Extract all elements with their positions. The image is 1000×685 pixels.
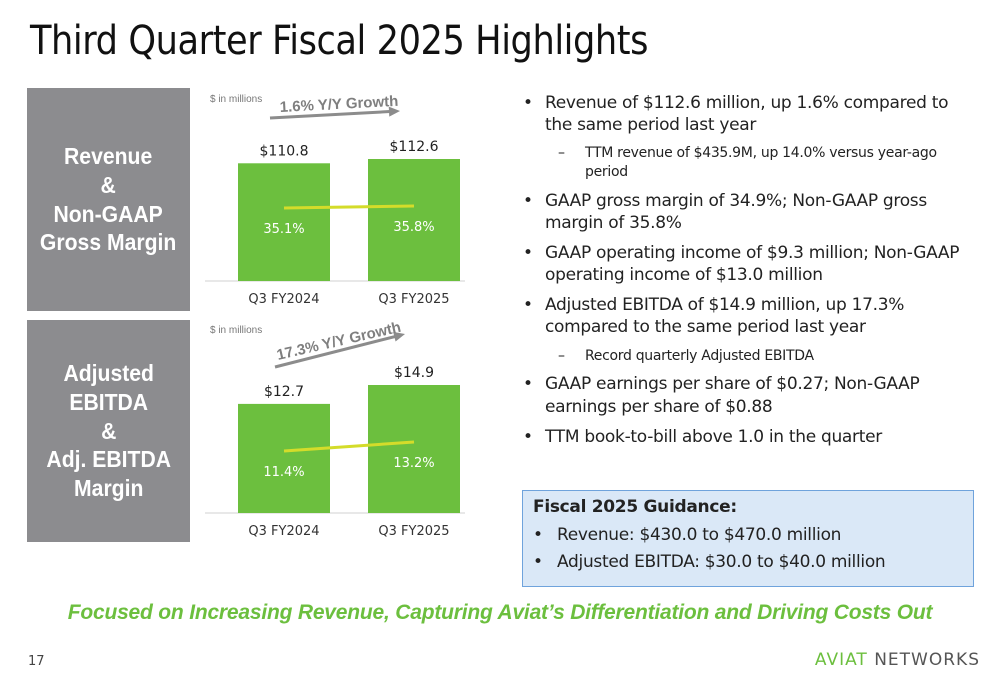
logo-part-aviat: AVIAT <box>814 650 868 670</box>
guidance-item-revenue: Revenue: $430.0 to $470.0 million <box>533 525 963 545</box>
margin-label: 13.2% <box>393 456 434 471</box>
margin-label: 35.1% <box>263 222 304 237</box>
bullet-item: GAAP gross margin of 34.9%; Non-GAAP gro… <box>520 190 970 234</box>
revenue-label-box: Revenue & Non-GAAP Gross Margin <box>27 88 190 311</box>
chart-bar <box>238 163 330 281</box>
chart-units-note: $ in millions <box>210 94 262 105</box>
revenue-chart-svg: $ in millions 1.6% Y/Y Growth $110.8 Q3 FY2… <box>205 93 465 307</box>
ebitda-chart-svg: $ in millions 17.3% Y/Y Growth $12.7 Q3 FY2… <box>205 319 465 539</box>
ebitda-label: Adjusted EBITDA & Adj. EBITDA Margin <box>46 360 171 502</box>
bullet-item: Adjusted EBITDA of $14.9 million, up 17.… <box>520 294 970 338</box>
growth-label: 1.6% Y/Y Growth <box>279 93 398 116</box>
bullet-item: GAAP operating income of $9.3 million; N… <box>520 242 970 286</box>
category-label: Q3 FY2025 <box>378 292 449 307</box>
growth-arrow-line <box>269 109 393 120</box>
bar-value-label: $110.8 <box>260 143 309 159</box>
margin-line <box>283 204 415 210</box>
chart-bar <box>368 159 460 281</box>
guidance-box: Fiscal 2025 Guidance: Revenue: $430.0 to… <box>522 490 974 587</box>
growth-label: 17.3% Y/Y Growth <box>275 319 403 364</box>
revenue-label: Revenue & Non-GAAP Gross Margin <box>40 143 177 256</box>
margin-line <box>283 440 415 453</box>
bar-value-label: $14.9 <box>394 365 434 381</box>
growth-arrow-line <box>274 334 398 369</box>
bar-value-label: $112.6 <box>390 139 439 155</box>
category-label: Q3 FY2024 <box>248 524 319 539</box>
guidance-item-ebitda: Adjusted EBITDA: $30.0 to $40.0 million <box>533 552 963 572</box>
chart-bar <box>368 385 460 513</box>
bullet-item: Revenue of $112.6 million, up 1.6% compa… <box>520 92 970 136</box>
page-number: 17 <box>28 654 45 669</box>
bullet-item: TTM book-to-bill above 1.0 in the quarte… <box>520 426 970 448</box>
sub-bullet-item: TTM revenue of $435.9M, up 14.0% versus … <box>520 144 970 182</box>
chart-units-note: $ in millions <box>210 325 262 336</box>
guidance-title: Fiscal 2025 Guidance: <box>533 497 737 517</box>
bullet-item: GAAP earnings per share of $0.27; Non-GA… <box>520 373 970 417</box>
margin-label: 35.8% <box>393 220 434 235</box>
company-logo: AVIAT NETWORKS <box>815 650 980 670</box>
highlights-list: Revenue of $112.6 million, up 1.6% compa… <box>520 92 970 456</box>
tagline: Focused on Increasing Revenue, Capturing… <box>67 601 933 624</box>
bar-value-label: $12.7 <box>264 384 304 400</box>
page-title: Third Quarter Fiscal 2025 Highlights <box>30 18 649 64</box>
category-label: Q3 FY2024 <box>248 292 319 307</box>
ebitda-label-box: Adjusted EBITDA & Adj. EBITDA Margin <box>27 320 190 542</box>
category-label: Q3 FY2025 <box>378 524 449 539</box>
ebitda-chart: $ in millions 17.3% Y/Y Growth $12.7 Q3 FY2… <box>200 319 470 542</box>
margin-label: 11.4% <box>263 465 304 480</box>
highlights-bullets: Revenue of $112.6 million, up 1.6% compa… <box>520 92 970 448</box>
sub-bullet-item: Record quarterly Adjusted EBITDA <box>520 347 970 366</box>
growth-arrow-head <box>388 106 400 117</box>
chart-bar <box>238 403 330 513</box>
growth-arrow-head <box>393 331 405 342</box>
logo-part-networks: NETWORKS <box>874 650 980 670</box>
revenue-chart: $ in millions 1.6% Y/Y Growth $110.8 Q3 FY2… <box>200 88 470 313</box>
